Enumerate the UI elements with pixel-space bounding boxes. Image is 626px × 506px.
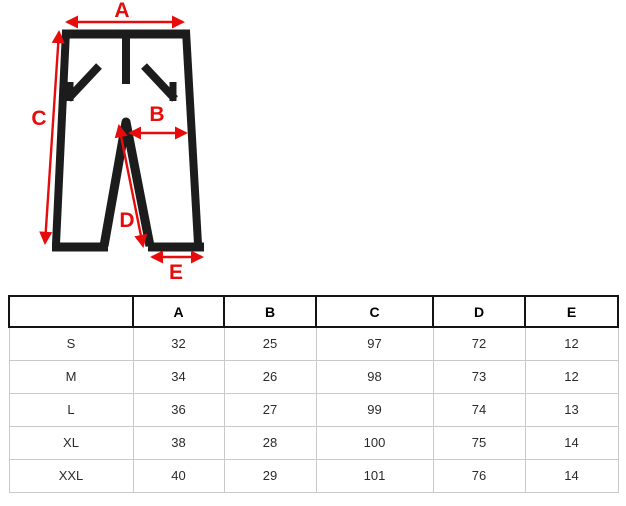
- table-row-m: M 34 26 98 73 12: [8, 359, 619, 394]
- header-cell-d: D: [432, 295, 526, 328]
- value-cell: 40: [132, 458, 225, 493]
- table-row-xl: XL 38 28 100 75 14: [8, 425, 619, 460]
- value-cell: 29: [223, 458, 317, 493]
- value-cell: 101: [315, 458, 434, 493]
- arrow-c-length: [39, 30, 65, 245]
- table-row-xxl: XXL 40 29 101 76 14: [8, 458, 619, 493]
- size-label: M: [8, 359, 134, 394]
- value-cell: 100: [315, 425, 434, 460]
- header-cell-b: B: [223, 295, 317, 328]
- label-e: E: [169, 261, 183, 284]
- shorts-diagram-icon: A B C D E: [31, 0, 204, 284]
- value-cell: 38: [132, 425, 225, 460]
- value-cell: 14: [524, 425, 619, 460]
- value-cell: 76: [432, 458, 526, 493]
- size-table: A B C D E S 32 25 97 72 12 M 34 26 98 73: [8, 295, 619, 493]
- header-cell-size: [8, 295, 134, 328]
- header-cell-e: E: [524, 295, 619, 328]
- label-c: C: [31, 107, 46, 130]
- header-cell-c: C: [315, 295, 434, 328]
- value-cell: 27: [223, 392, 317, 427]
- value-cell: 72: [432, 326, 526, 361]
- arrow-d-inseam: [114, 124, 148, 248]
- label-b: B: [149, 103, 164, 126]
- size-table-header-row: A B C D E: [8, 295, 619, 328]
- value-cell: 36: [132, 392, 225, 427]
- value-cell: 28: [223, 425, 317, 460]
- value-cell: 75: [432, 425, 526, 460]
- value-cell: 97: [315, 326, 434, 361]
- value-cell: 14: [524, 458, 619, 493]
- value-cell: 34: [132, 359, 225, 394]
- table-row-s: S 32 25 97 72 12: [8, 326, 619, 361]
- value-cell: 25: [223, 326, 317, 361]
- shorts-measurement-diagram: A B C D E: [31, 0, 204, 284]
- value-cell: 12: [524, 359, 619, 394]
- size-label: S: [8, 326, 134, 361]
- value-cell: 32: [132, 326, 225, 361]
- size-label: XL: [8, 425, 134, 460]
- value-cell: 98: [315, 359, 434, 394]
- label-d: D: [119, 209, 134, 232]
- size-label: XXL: [8, 458, 134, 493]
- size-label: L: [8, 392, 134, 427]
- table-row-l: L 36 27 99 74 13: [8, 392, 619, 427]
- measurement-arrows: [39, 15, 204, 264]
- header-cell-a: A: [132, 295, 225, 328]
- value-cell: 12: [524, 326, 619, 361]
- value-cell: 73: [432, 359, 526, 394]
- value-cell: 26: [223, 359, 317, 394]
- value-cell: 74: [432, 392, 526, 427]
- label-a: A: [114, 0, 129, 22]
- value-cell: 99: [315, 392, 434, 427]
- value-cell: 13: [524, 392, 619, 427]
